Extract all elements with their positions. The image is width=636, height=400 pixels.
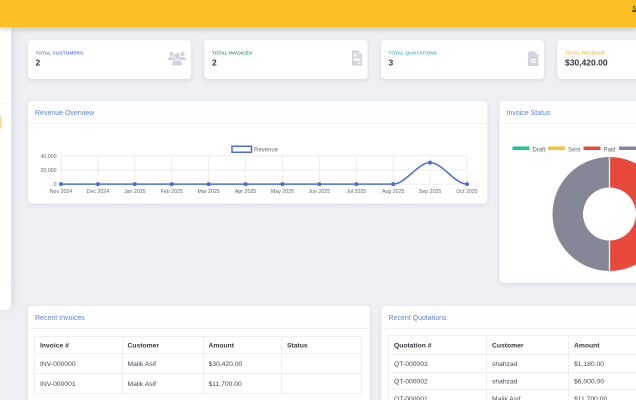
svg-text:Sent: Sent bbox=[568, 148, 581, 154]
svg-text:May 2025: May 2025 bbox=[271, 189, 294, 195]
svg-text:Oct 2025: Oct 2025 bbox=[456, 189, 477, 195]
svg-text:40,000: 40,000 bbox=[40, 154, 56, 160]
svg-text:Jan 2025: Jan 2025 bbox=[124, 189, 146, 195]
svg-text:Jun 2025: Jun 2025 bbox=[309, 189, 331, 195]
svg-text:Paid: Paid bbox=[604, 148, 616, 154]
svg-text:Sep 2025: Sep 2025 bbox=[419, 189, 442, 195]
svg-text:Aug 2025: Aug 2025 bbox=[382, 189, 405, 195]
svg-text:Feb 2025: Feb 2025 bbox=[161, 189, 183, 195]
svg-text:Apr 2025: Apr 2025 bbox=[235, 189, 256, 195]
svg-text:Mar 2025: Mar 2025 bbox=[198, 189, 220, 195]
svg-text:Jul 2025: Jul 2025 bbox=[346, 189, 366, 195]
svg-text:20,000: 20,000 bbox=[40, 168, 56, 174]
svg-text:0: 0 bbox=[54, 182, 57, 188]
svg-text:Dec 2024: Dec 2024 bbox=[87, 189, 110, 195]
svg-text:Draft: Draft bbox=[533, 148, 546, 154]
svg-text:Nov 2024: Nov 2024 bbox=[50, 189, 73, 195]
svg-text:Revenue: Revenue bbox=[254, 148, 279, 154]
